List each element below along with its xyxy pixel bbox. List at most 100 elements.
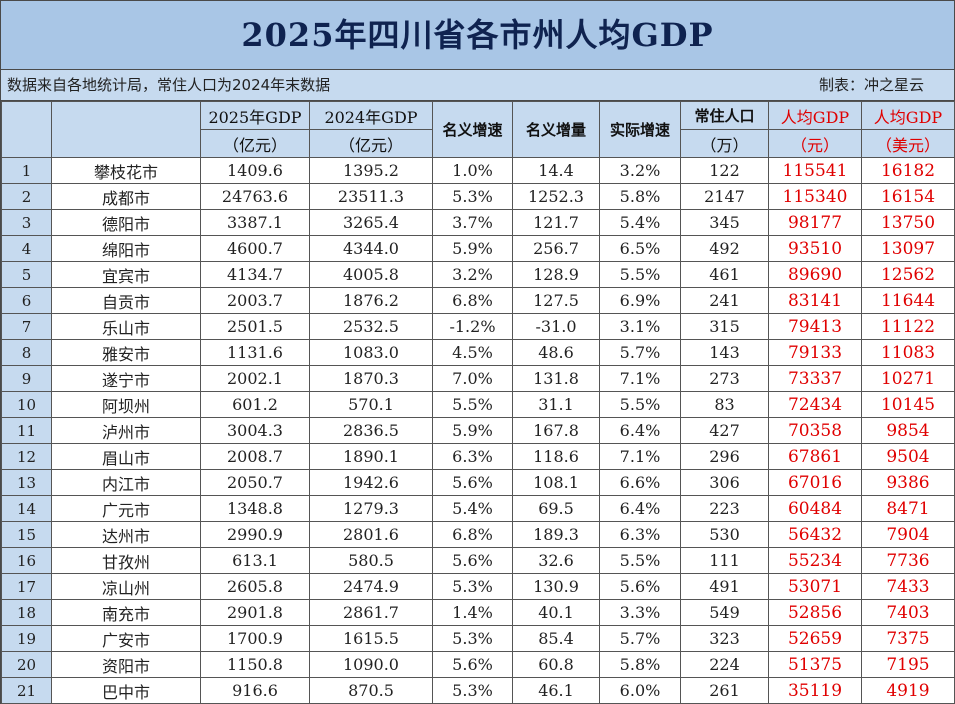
nominal-growth-cell: 5.3% <box>432 677 513 704</box>
city-cell: 广安市 <box>51 625 201 652</box>
real-growth-cell: 5.4% <box>599 209 681 236</box>
real-growth-cell: 5.8% <box>599 651 681 678</box>
per-capita-usd-cell: 7433 <box>861 573 955 600</box>
rank-cell: 2 <box>1 183 52 210</box>
rank-cell: 7 <box>1 313 52 340</box>
rank-cell: 10 <box>1 391 52 418</box>
nominal-increase-cell: 121.7 <box>512 209 600 236</box>
city-cell: 遂宁市 <box>51 365 201 392</box>
gdp2024-cell: 1279.3 <box>309 495 433 522</box>
population-cell: 111 <box>680 547 769 574</box>
per-capita-usd-cell: 9854 <box>861 417 955 444</box>
gdp2024-cell: 1090.0 <box>309 651 433 678</box>
population-cell: 323 <box>680 625 769 652</box>
nominal-growth-cell: 4.5% <box>432 339 513 366</box>
nominal-increase-cell: 256.7 <box>512 235 600 262</box>
table-row: 4 绵阳市 4600.7 4344.0 5.9% 256.7 6.5% 492 93510 130… <box>1 235 955 262</box>
table-row: 5 宜宾市 4134.7 4005.8 3.2% 128.9 5.5% 461 89690 125… <box>1 261 955 288</box>
rank-cell: 9 <box>1 365 52 392</box>
per-capita-cny-cell: 52856 <box>768 599 862 626</box>
real-growth-cell: 5.6% <box>599 573 681 600</box>
rank-cell: 20 <box>1 651 52 678</box>
header-gdp2024: 2024年GDP <box>309 101 433 130</box>
header-gdp2025-unit: （亿元） <box>200 129 310 158</box>
per-capita-usd-cell: 16182 <box>861 157 955 184</box>
per-capita-cny-cell: 89690 <box>768 261 862 288</box>
nominal-increase-cell: 127.5 <box>512 287 600 314</box>
header-per-capita-usd: 人均GDP <box>861 101 955 130</box>
per-capita-cny-cell: 73337 <box>768 365 862 392</box>
rank-cell: 5 <box>1 261 52 288</box>
real-growth-cell: 6.5% <box>599 235 681 262</box>
gdp2025-cell: 2501.5 <box>200 313 310 340</box>
gdp2024-cell: 1942.6 <box>309 469 433 496</box>
gdp2024-cell: 4005.8 <box>309 261 433 288</box>
per-capita-usd-cell: 11122 <box>861 313 955 340</box>
real-growth-cell: 6.0% <box>599 677 681 704</box>
population-cell: 491 <box>680 573 769 600</box>
rank-cell: 8 <box>1 339 52 366</box>
city-cell: 宜宾市 <box>51 261 201 288</box>
per-capita-cny-cell: 79413 <box>768 313 862 340</box>
city-cell: 德阳市 <box>51 209 201 236</box>
table-row: 9 遂宁市 2002.1 1870.3 7.0% 131.8 7.1% 273 73337 102… <box>1 365 955 392</box>
nominal-growth-cell: 3.7% <box>432 209 513 236</box>
gdp2025-cell: 1700.9 <box>200 625 310 652</box>
table-row: 18 南充市 2901.8 2861.7 1.4% 40.1 3.3% 549 52856 740… <box>1 599 955 626</box>
city-cell: 攀枝花市 <box>51 157 201 184</box>
population-cell: 2147 <box>680 183 769 210</box>
city-cell: 凉山州 <box>51 573 201 600</box>
per-capita-usd-cell: 7195 <box>861 651 955 678</box>
table-row: 2 成都市 24763.6 23511.3 5.3% 1252.3 5.8% 2147 1153… <box>1 183 955 210</box>
city-cell: 南充市 <box>51 599 201 626</box>
nominal-growth-cell: 7.0% <box>432 365 513 392</box>
gdp2025-cell: 2050.7 <box>200 469 310 496</box>
population-cell: 296 <box>680 443 769 470</box>
nominal-increase-cell: -31.0 <box>512 313 600 340</box>
per-capita-usd-cell: 13750 <box>861 209 955 236</box>
population-cell: 241 <box>680 287 769 314</box>
real-growth-cell: 3.3% <box>599 599 681 626</box>
gdp2025-cell: 2901.8 <box>200 599 310 626</box>
population-cell: 224 <box>680 651 769 678</box>
header-nominal-increase: 名义增量 <box>512 101 600 158</box>
gdp2025-cell: 2990.9 <box>200 521 310 548</box>
per-capita-cny-cell: 72434 <box>768 391 862 418</box>
real-growth-cell: 3.1% <box>599 313 681 340</box>
table-body: 1 攀枝花市 1409.6 1395.2 1.0% 14.4 3.2% 122 115541 16… <box>1 157 955 704</box>
rank-cell: 15 <box>1 521 52 548</box>
nominal-increase-cell: 85.4 <box>512 625 600 652</box>
nominal-growth-cell: 6.8% <box>432 287 513 314</box>
population-cell: 122 <box>680 157 769 184</box>
nominal-growth-cell: 6.3% <box>432 443 513 470</box>
city-cell: 自贡市 <box>51 287 201 314</box>
gdp2024-cell: 3265.4 <box>309 209 433 236</box>
nominal-growth-cell: 1.4% <box>432 599 513 626</box>
rank-cell: 21 <box>1 677 52 704</box>
real-growth-cell: 5.7% <box>599 625 681 652</box>
table-row: 17 凉山州 2605.8 2474.9 5.3% 130.9 5.6% 491 53071 74… <box>1 573 955 600</box>
gdp2025-cell: 2003.7 <box>200 287 310 314</box>
city-cell: 阿坝州 <box>51 391 201 418</box>
per-capita-usd-cell: 9386 <box>861 469 955 496</box>
nominal-growth-cell: 5.5% <box>432 391 513 418</box>
nominal-growth-cell: 5.6% <box>432 651 513 678</box>
per-capita-usd-cell: 16154 <box>861 183 955 210</box>
nominal-growth-cell: 1.0% <box>432 157 513 184</box>
gdp2024-cell: 1870.3 <box>309 365 433 392</box>
real-growth-cell: 6.4% <box>599 417 681 444</box>
real-growth-cell: 5.7% <box>599 339 681 366</box>
gdp2024-cell: 580.5 <box>309 547 433 574</box>
table-row: 7 乐山市 2501.5 2532.5 -1.2% -31.0 3.1% 315 79413 11… <box>1 313 955 340</box>
per-capita-cny-cell: 98177 <box>768 209 862 236</box>
nominal-growth-cell: 3.2% <box>432 261 513 288</box>
nominal-growth-cell: -1.2% <box>432 313 513 340</box>
gdp2024-cell: 2801.6 <box>309 521 433 548</box>
nominal-growth-cell: 5.3% <box>432 183 513 210</box>
gdp2025-cell: 613.1 <box>200 547 310 574</box>
gdp2024-cell: 4344.0 <box>309 235 433 262</box>
gdp2025-cell: 3387.1 <box>200 209 310 236</box>
header-per-capita-usd-unit: （美元） <box>861 129 955 158</box>
gdp2024-cell: 2474.9 <box>309 573 433 600</box>
gdp2025-cell: 2605.8 <box>200 573 310 600</box>
